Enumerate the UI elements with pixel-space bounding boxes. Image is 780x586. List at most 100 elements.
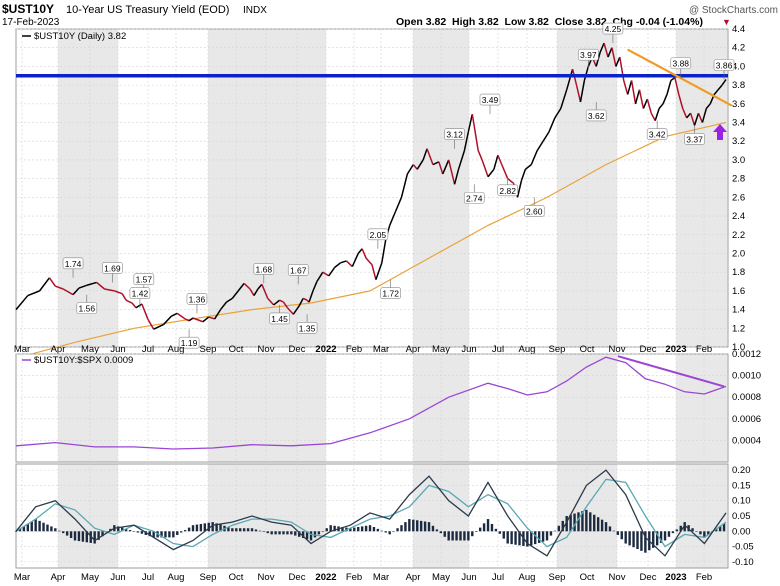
histogram-bar [447, 531, 450, 541]
histogram-bar [254, 529, 258, 532]
price-trendline [627, 48, 733, 107]
price-segment [226, 297, 233, 303]
label-box [367, 228, 389, 241]
label-box [602, 22, 624, 35]
histogram-bar [195, 524, 199, 532]
histogram-bar [376, 528, 380, 532]
price-segment [214, 309, 222, 320]
histogram-bar [510, 531, 513, 545]
histogram-bar [652, 531, 655, 548]
price-segment [575, 84, 582, 103]
price-segment [371, 264, 377, 280]
price-segment [666, 80, 672, 95]
description-label: 10-Year US Treasury Yield (EOD) [66, 4, 229, 16]
y-tick-label: 1.6 [732, 286, 745, 297]
label-box [479, 93, 501, 106]
y-tick-label: 4.4 [732, 24, 745, 35]
x-tick-label: Jun [110, 344, 125, 355]
histogram-bar [518, 531, 521, 546]
histogram-bar [30, 521, 33, 532]
price-label: 2.05 [370, 230, 387, 240]
ratio-line [15, 356, 727, 450]
histogram-bar [475, 531, 478, 532]
histogram-bar [286, 531, 289, 535]
price-segment [422, 148, 428, 161]
x-tick-label: Feb [696, 572, 712, 583]
price-segment [560, 89, 568, 109]
histogram-bar [604, 522, 608, 532]
y-tick-label: 0.0006 [732, 414, 761, 425]
y-tick-label: 1.4 [732, 305, 745, 316]
histogram-bar [54, 528, 57, 532]
x-tick-label: Dec [640, 344, 657, 355]
y-tick-label: 3.0 [732, 155, 745, 166]
price-segment [308, 290, 314, 303]
price-segment [298, 298, 304, 307]
x-tick-label: Oct [580, 344, 595, 355]
x-tick-label: Jul [492, 344, 504, 355]
x-tick-label: Mar [373, 572, 389, 583]
price-segment [678, 94, 684, 109]
histogram-bar [124, 528, 128, 532]
y-tick-label: -0.10 [732, 557, 754, 568]
histogram-bar [596, 517, 600, 532]
histogram-bar [561, 520, 564, 532]
histogram-bar [368, 525, 372, 532]
histogram-bar [305, 531, 309, 540]
price-segment [351, 253, 359, 267]
y-tick-label: 0.10 [732, 496, 751, 507]
histogram-bar [526, 531, 529, 547]
histogram-bar [266, 531, 269, 534]
price-segment [626, 80, 633, 95]
price-segment [86, 281, 97, 286]
histogram-bar [191, 525, 195, 532]
histogram-bar [290, 531, 293, 535]
price-segment [202, 316, 210, 323]
y-tick-label: 3.2 [732, 136, 745, 147]
histogram-bar [301, 531, 305, 539]
y-tick-label: 0.0012 [732, 349, 761, 360]
histogram-bar [183, 530, 187, 532]
histogram-bar [537, 531, 541, 543]
histogram-bar [416, 520, 419, 532]
histogram-bar [73, 531, 77, 541]
histogram-bar [667, 531, 671, 537]
histogram-bar [148, 531, 151, 537]
price-segment [243, 282, 251, 290]
x-tick-label: Sep [200, 572, 217, 583]
price-label: 3.88 [672, 59, 689, 69]
price-segment [501, 164, 509, 179]
histogram-bar [714, 529, 718, 532]
date-label: 17-Feb-2023 [2, 17, 60, 28]
chg-arrow-icon: ▼ [722, 17, 731, 27]
price-segment [249, 288, 255, 296]
histogram-bar [360, 526, 364, 532]
price-segment [192, 317, 204, 323]
price-segment [357, 248, 363, 254]
x-tick-label: Sep [200, 344, 217, 355]
histogram-bar [294, 531, 297, 536]
label-box [133, 273, 155, 285]
price-segment [96, 281, 105, 290]
histogram-bar [569, 514, 572, 532]
histogram-bar [557, 525, 561, 532]
histogram-bar [593, 514, 596, 532]
histogram-bar [38, 520, 41, 532]
price-segment [394, 197, 403, 212]
price-segment [282, 301, 289, 309]
histogram-bar [683, 522, 686, 532]
histogram-bar [18, 528, 22, 532]
price-segment [615, 56, 621, 67]
histogram-bar [585, 509, 588, 532]
price-segment [184, 318, 190, 322]
price-segment [642, 98, 649, 109]
price-label: 1.68 [256, 264, 273, 274]
price-segment [654, 108, 660, 121]
x-tick-label: May [81, 572, 99, 583]
price-segment [611, 47, 617, 67]
histogram-bar [455, 531, 458, 541]
price-segment [583, 66, 590, 81]
histogram-bar [262, 531, 266, 532]
label-box [585, 109, 607, 122]
histogram-bar [703, 531, 706, 538]
